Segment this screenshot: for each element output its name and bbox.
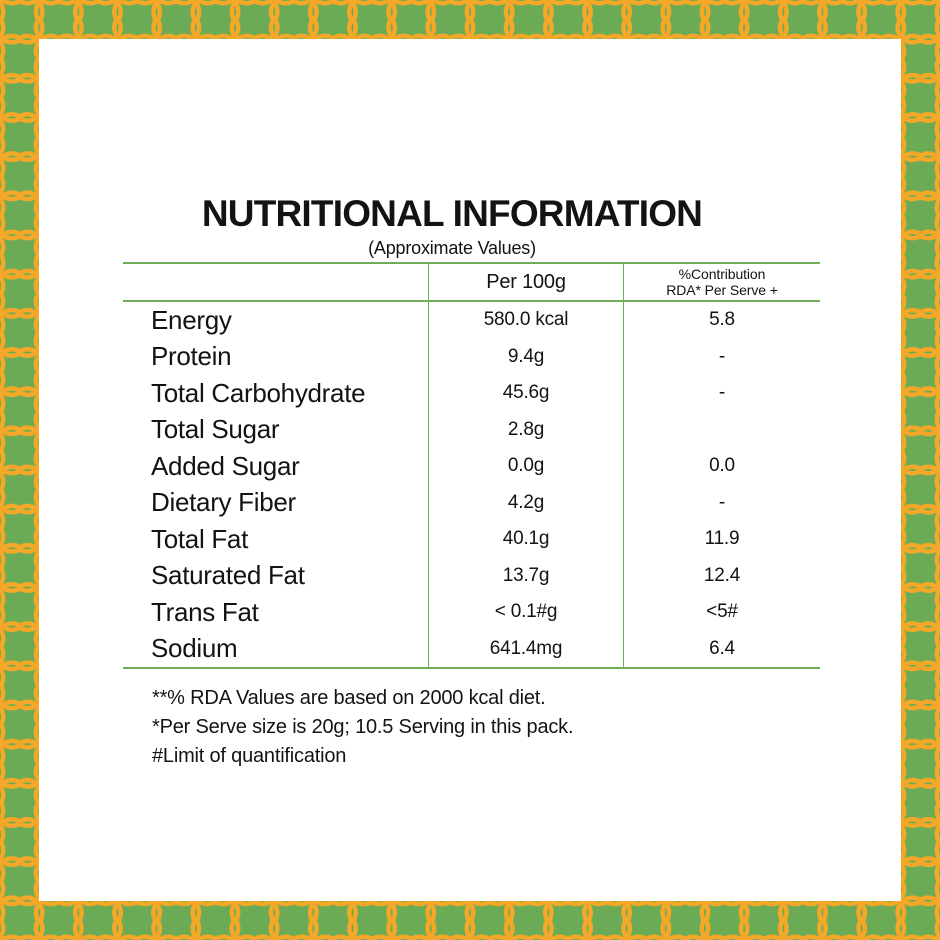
nutrient-label: Energy bbox=[151, 304, 232, 335]
nutrient-label: Protein bbox=[151, 341, 232, 372]
nutrient-per-100g-value: 40.1g bbox=[428, 521, 623, 558]
nutrient-per-100g-value: 580.0 kcal bbox=[428, 302, 623, 339]
nutrient-rda-value: 0.0 bbox=[623, 448, 820, 485]
nutrient-rda-value: - bbox=[623, 375, 820, 412]
nutrient-rda-value: 5.8 bbox=[623, 302, 820, 339]
header-rda-line1: %Contribution bbox=[678, 266, 766, 282]
nutrient-per-100g-value: 4.2g bbox=[428, 484, 623, 521]
nutrient-per-100g-value: < 0.1#g bbox=[428, 594, 623, 631]
page-title: NUTRITIONAL INFORMATION bbox=[201, 193, 703, 234]
header-rda-contribution: %Contribution RDA* Per Serve + bbox=[623, 264, 820, 302]
page-subtitle: (Approximate Values) bbox=[368, 238, 536, 258]
nutrient-label: Sodium bbox=[151, 633, 238, 664]
nutrient-label: Trans Fat bbox=[151, 596, 259, 627]
nutrient-rda-value: 12.4 bbox=[623, 557, 820, 594]
nutrient-per-100g-value: 13.7g bbox=[428, 557, 623, 594]
footnotes: **% RDA Values are based on 2000 kcal di… bbox=[152, 684, 752, 771]
footnote-rda-basis: **% RDA Values are based on 2000 kcal di… bbox=[152, 687, 546, 709]
nutrient-per-100g-value: 0.0g bbox=[428, 448, 623, 485]
nutrient-per-100g-value: 641.4mg bbox=[428, 630, 623, 667]
nutrient-label: Added Sugar bbox=[151, 450, 300, 481]
nutrient-rda-value: <5# bbox=[623, 594, 820, 631]
nutrient-label: Total Fat bbox=[151, 523, 249, 554]
nutrient-rda-value: 11.9 bbox=[623, 521, 820, 558]
nutrient-label: Total Carbohydrate bbox=[151, 377, 366, 408]
header-rda-line2: RDA* Per Serve + bbox=[666, 282, 778, 298]
nutrient-rda-value bbox=[623, 411, 820, 448]
nutrient-label: Dietary Fiber bbox=[151, 487, 296, 518]
footnote-limit-quantification: #Limit of quantification bbox=[152, 745, 347, 767]
nutrient-per-100g-value: 45.6g bbox=[428, 375, 623, 412]
footnote-serve-size: *Per Serve size is 20g; 10.5 Serving in … bbox=[152, 716, 574, 738]
nutrition-table: Per 100g %Contribution RDA* Per Serve + … bbox=[123, 262, 820, 669]
nutrient-per-100g-value: 2.8g bbox=[428, 411, 623, 448]
header-item-column bbox=[123, 264, 428, 302]
nutrient-rda-value: - bbox=[623, 484, 820, 521]
nutrient-label: Total Sugar bbox=[151, 414, 280, 445]
nutrient-label: Saturated Fat bbox=[151, 560, 305, 591]
header-per-100g: Per 100g bbox=[428, 264, 623, 302]
nutrient-rda-value: - bbox=[623, 338, 820, 375]
nutrient-rda-value: 6.4 bbox=[623, 630, 820, 667]
nutrient-per-100g-value: 9.4g bbox=[428, 338, 623, 375]
label-panel bbox=[39, 39, 901, 901]
